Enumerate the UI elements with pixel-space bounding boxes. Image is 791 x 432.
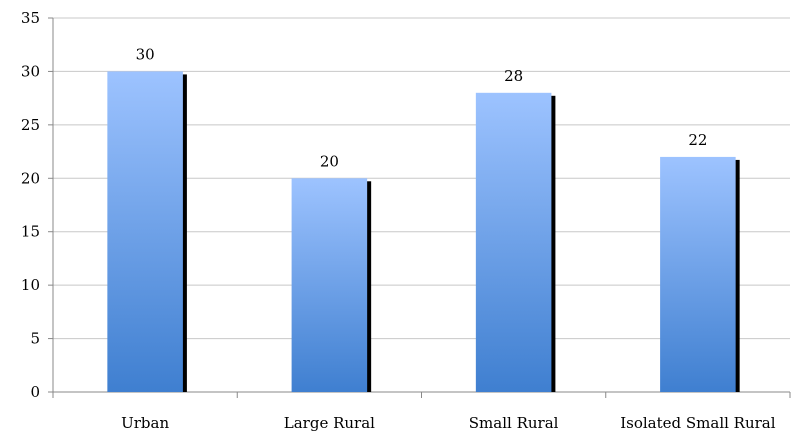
data-label: 30 bbox=[136, 45, 155, 63]
labels: 0 5 10 15 20 25 30 35 30 Urban 20 Large Rural 28 Smal… bbox=[21, 9, 776, 432]
y-tick-label: 10 bbox=[21, 276, 40, 294]
bar-urban bbox=[107, 71, 183, 392]
x-category-label: Isolated Small Rural bbox=[620, 414, 776, 432]
bars bbox=[107, 71, 740, 393]
y-tick-label: 15 bbox=[21, 223, 40, 241]
data-label: 28 bbox=[504, 67, 523, 85]
bar-small-rural bbox=[475, 92, 552, 393]
data-label: 20 bbox=[320, 152, 339, 170]
x-category-label: Large Rural bbox=[284, 414, 375, 432]
data-label: 22 bbox=[688, 131, 707, 149]
y-tick-label: 20 bbox=[21, 169, 40, 187]
y-tick-label: 5 bbox=[30, 330, 40, 348]
bar-isolated-small-rural bbox=[660, 156, 736, 392]
bar-large-rural bbox=[291, 178, 368, 392]
y-tick-label: 25 bbox=[21, 116, 40, 134]
y-tick-label: 30 bbox=[21, 62, 40, 80]
y-tick-label: 0 bbox=[30, 383, 40, 401]
y-tick-label: 35 bbox=[21, 9, 40, 27]
x-category-label: Small Rural bbox=[469, 414, 559, 432]
x-category-label: Urban bbox=[121, 414, 169, 432]
